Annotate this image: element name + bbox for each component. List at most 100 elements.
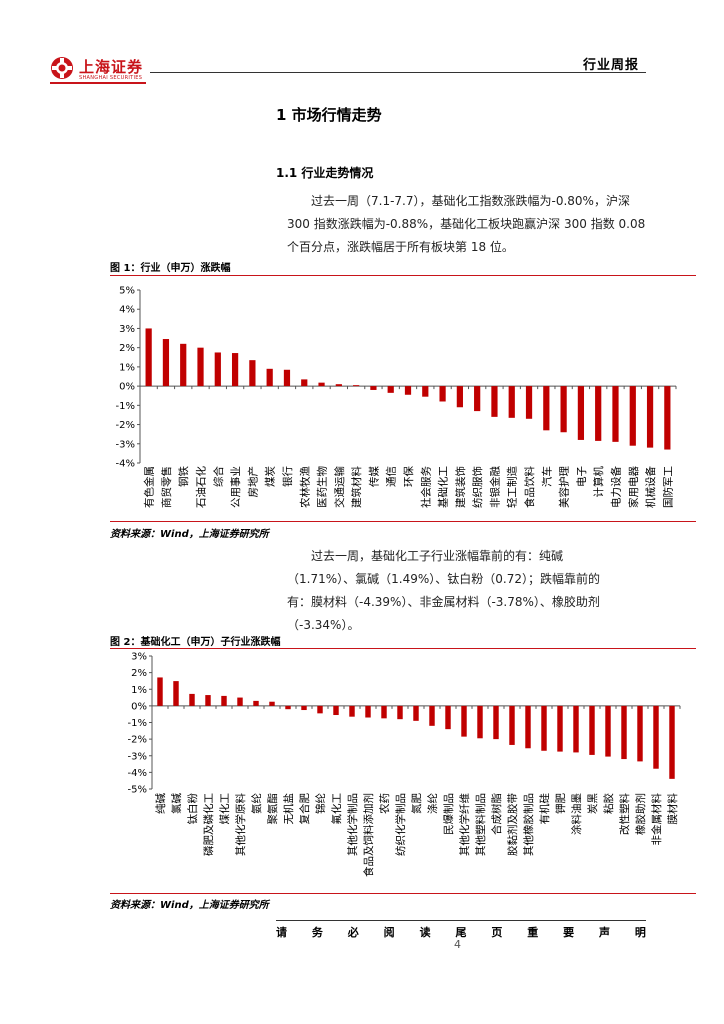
x-tick-label: 计算机 [592, 466, 605, 498]
x-tick-label: 氯碱 [170, 793, 183, 814]
x-tick-label: 纺织服饰 [471, 466, 484, 508]
paragraph-2-line-1: 过去一周，基础化工子行业涨幅靠前的有：纯碱 [311, 549, 564, 563]
header-rule-long [150, 72, 646, 73]
footer-notice-char: 重 [527, 926, 539, 939]
y-tick-label: -4% [128, 768, 147, 779]
paragraph-1-line-3: 个百分点，涨跌幅居于所有板块第 18 位。 [287, 240, 514, 254]
paragraph-2-line-4: （-3.34%）。 [287, 618, 360, 632]
bar [404, 386, 412, 395]
bar [381, 705, 387, 719]
header-rule-short [50, 82, 146, 84]
x-tick-label: 传媒 [367, 466, 380, 487]
bar [397, 705, 403, 720]
bar [612, 386, 619, 442]
x-tick-label: 机械设备 [644, 466, 657, 508]
y-tick-label: 1% [119, 362, 135, 373]
bar [197, 347, 204, 387]
figure-1-title: 图 1：行业（申万）涨跌幅 [110, 263, 231, 274]
logo-subtitle: SHANGHAI SECURITIES [79, 75, 143, 81]
bar [413, 705, 419, 721]
section-title: 1 市场行情走势 [276, 106, 382, 124]
x-tick-label: 国防军工 [661, 466, 674, 508]
bar [317, 705, 323, 714]
bar [509, 705, 515, 745]
bar [349, 705, 355, 717]
bar [249, 360, 256, 387]
x-tick-label: 农药 [378, 793, 391, 814]
bar [189, 693, 195, 706]
y-tick-label: 2% [119, 343, 135, 354]
bar [589, 705, 595, 755]
x-tick-label: 电子 [575, 466, 588, 487]
x-tick-label: 食品饮料 [523, 466, 536, 508]
bar [573, 705, 579, 753]
y-tick-label: 3% [131, 652, 147, 663]
bar [318, 382, 325, 387]
x-tick-label: 房地产 [246, 466, 259, 498]
bar [508, 386, 515, 418]
figure-2-chart: 3%2%1%0%-1%-2%-3%-4%-5%纯碱 氯碱 钛白粉 磷肥及磷化工 煤化工其… [128, 652, 681, 877]
logo-name: 上海证券 [79, 58, 144, 76]
x-tick-label: 农林牧渔 [298, 466, 311, 508]
x-tick-label: 食品及饲料添加剂 [362, 793, 375, 877]
x-tick-label: 复合肥 [298, 793, 311, 825]
x-tick-label: 石油石化 [195, 466, 208, 508]
x-tick-label: 涤纶 [426, 793, 439, 814]
x-tick-label: 其他化学原料 [234, 793, 247, 856]
bar [474, 386, 481, 412]
paragraph-2-line-2: （1.71%）、氯碱（1.49%）、钛白粉（0.72）；跌幅靠前的 [287, 572, 600, 586]
paragraph-1-line-1: 过去一周（7.1-7.7），基础化工指数涨跌幅为-0.80%，沪深 [311, 194, 630, 208]
footer-notice-char: 尾 [455, 926, 467, 939]
figure-2-title: 图 2：基础化工（申万）子行业涨跌幅 [110, 637, 281, 648]
bar [445, 705, 451, 730]
x-tick-label: 炭黑 [587, 793, 599, 814]
x-tick-label: 非金属材料 [650, 793, 663, 846]
x-tick-label: 家用电器 [627, 466, 640, 508]
x-tick-label: 建筑装饰 [454, 466, 467, 508]
bar [387, 386, 394, 393]
page-number: 4 [454, 938, 461, 951]
bar [646, 386, 654, 448]
bar [353, 385, 360, 387]
x-tick-label: 煤化工 [218, 793, 231, 825]
x-tick-label: 环保 [402, 466, 415, 487]
x-tick-label: 综合 [212, 466, 225, 487]
footer-notice-char: 请 [276, 926, 287, 939]
footer-notice-char: 务 [311, 926, 323, 939]
bar [557, 705, 563, 752]
figure-1-source: 资料来源：Wind，上海证券研究所 [110, 529, 269, 540]
footer-notice-char: 读 [419, 926, 431, 939]
bar [577, 386, 585, 440]
figure-2-bottom-rule [110, 893, 696, 894]
footer-notice-char: 阅 [383, 926, 395, 939]
x-tick-label: 轻工制造 [506, 466, 519, 508]
x-tick-label: 基础化工 [437, 466, 450, 508]
y-tick-label: -1% [116, 401, 135, 412]
footer-notice-char: 声 [599, 926, 611, 939]
y-tick-label: -1% [128, 718, 147, 729]
bar [253, 700, 259, 706]
y-tick-label: 2% [131, 668, 147, 679]
footer-notice: 请务必阅读尾页重要声明 [276, 924, 646, 940]
bar [456, 386, 463, 408]
bar [283, 369, 291, 387]
x-tick-label: 钢铁 [177, 466, 190, 487]
y-tick-label: -2% [128, 735, 147, 746]
x-tick-label: 其他化学制品 [346, 793, 359, 856]
y-tick-label: -4% [116, 459, 135, 470]
figure-2-source: 资料来源：Wind，上海证券研究所 [110, 900, 269, 911]
x-tick-label: 煤炭 [264, 466, 277, 487]
bar [429, 705, 435, 726]
bar [205, 695, 211, 706]
bar [145, 328, 152, 387]
x-tick-label: 美容护理 [558, 466, 571, 508]
y-tick-label: 0% [119, 382, 135, 393]
x-tick-label: 电力设备 [609, 466, 622, 508]
report-type: 行业周报 [583, 58, 640, 73]
x-tick-label: 社会服务 [419, 466, 432, 508]
y-tick-label: 0% [131, 701, 147, 712]
bar [157, 677, 163, 706]
bar [221, 695, 227, 706]
bar [461, 705, 467, 737]
x-tick-label: 氮肥 [410, 793, 423, 814]
